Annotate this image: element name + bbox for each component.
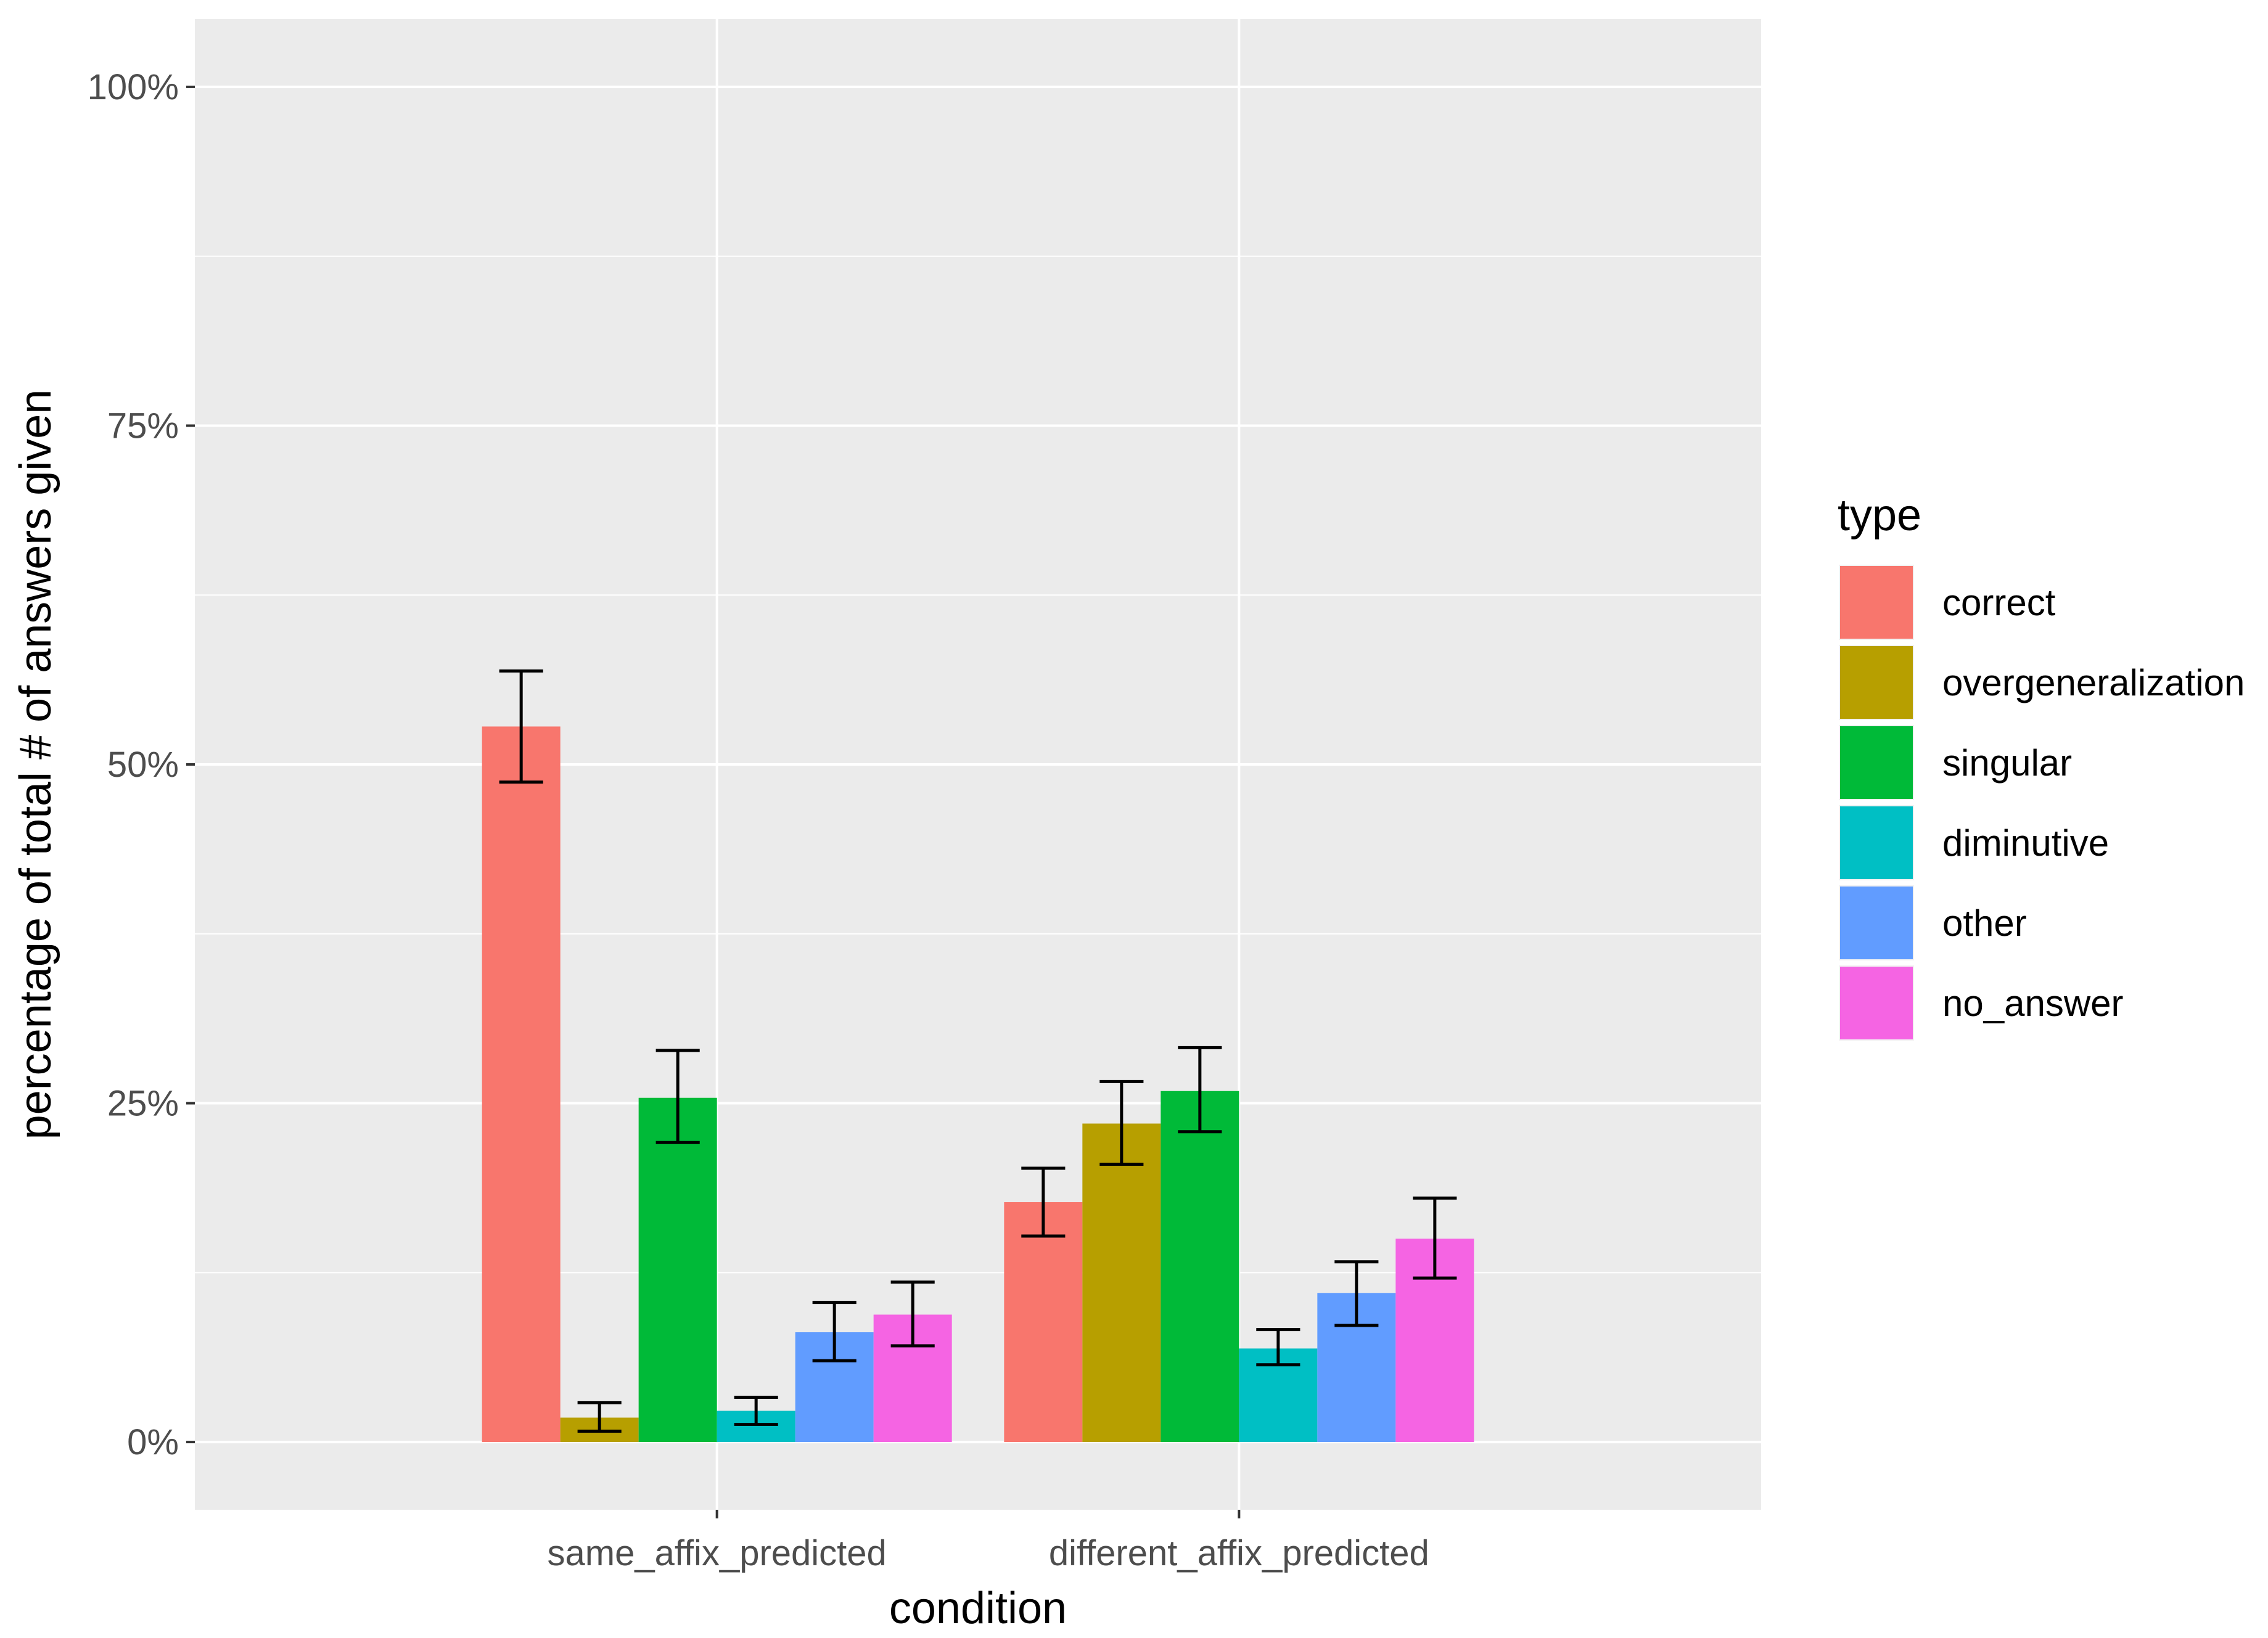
legend-label-singular: singular xyxy=(1942,742,2072,784)
legend-key-no_answer xyxy=(1840,967,1913,1039)
bars xyxy=(482,726,1474,1443)
legend-title: type xyxy=(1838,491,1921,540)
bar-correct xyxy=(1004,1202,1083,1443)
y-tick-label: 25% xyxy=(107,1084,179,1124)
grid-minor xyxy=(195,255,1761,1274)
legend-label-diminutive: diminutive xyxy=(1942,822,2109,864)
legend-key-other xyxy=(1840,887,1913,959)
x-tick-label: same_affix_predicted xyxy=(548,1533,887,1573)
y-tick-label: 75% xyxy=(107,406,179,446)
legend-key-correct xyxy=(1840,566,1913,639)
x-axis-title: condition xyxy=(889,1584,1067,1633)
y-axis-title: percentage of total # of answers given xyxy=(11,390,60,1140)
x-tick-label: different_affix_predicted xyxy=(1049,1533,1429,1573)
bar-correct xyxy=(482,726,561,1443)
bar-singular xyxy=(638,1097,717,1443)
y-tick-label: 0% xyxy=(127,1422,179,1462)
y-tick-label: 100% xyxy=(88,67,179,107)
error-bars xyxy=(499,669,1457,1433)
legend-key-diminutive xyxy=(1840,806,1913,879)
y-tick-label: 50% xyxy=(107,745,179,785)
y-axis: 0% 25% 50% 75% 100% xyxy=(88,67,195,1462)
x-axis: same_affix_predicted different_affix_pred… xyxy=(548,1510,1429,1573)
bar-overgeneralization xyxy=(1082,1123,1161,1443)
legend-key-singular xyxy=(1840,726,1913,799)
legend-key-overgeneralization xyxy=(1840,646,1913,719)
legend: type correct overgeneralization singular di… xyxy=(1838,491,2245,1041)
bar-singular xyxy=(1161,1091,1239,1443)
legend-label-no_answer: no_answer xyxy=(1942,983,2124,1024)
legend-label-correct: correct xyxy=(1942,582,2056,623)
legend-label-other: other xyxy=(1942,903,2027,944)
legend-label-overgeneralization: overgeneralization xyxy=(1942,662,2245,703)
